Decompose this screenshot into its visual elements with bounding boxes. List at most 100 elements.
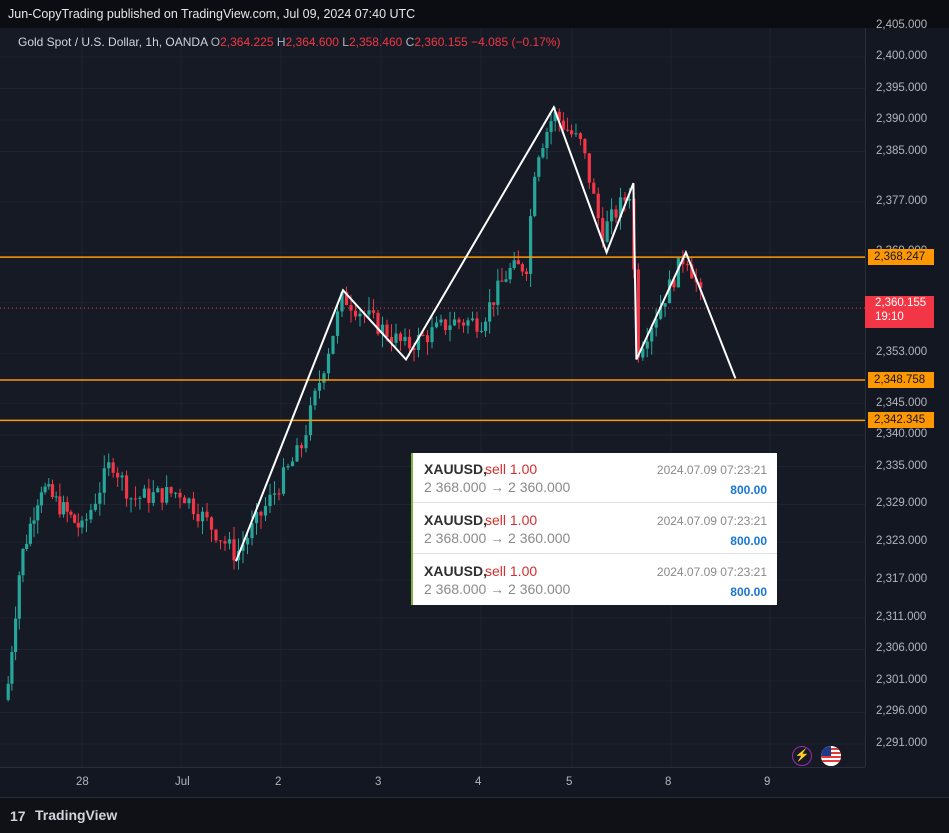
order-datetime: 2024.07.09 07:23:21 xyxy=(656,565,767,579)
order-route: 2 368.000 → 2 360.000 xyxy=(424,530,571,546)
order-row[interactable]: XAUUSD, sell 1.00 2024.07.09 07:23:21 2 … xyxy=(413,504,777,554)
candle-body xyxy=(169,487,173,494)
candle-body xyxy=(69,511,73,515)
candle-body xyxy=(483,321,488,331)
candle-body xyxy=(65,502,69,512)
price-tick-label: 2,317.000 xyxy=(876,573,928,586)
candle-body xyxy=(430,327,434,343)
time-tick-label: 9 xyxy=(764,776,771,788)
candle-body xyxy=(610,209,614,222)
candle-body xyxy=(93,503,97,510)
candle-body xyxy=(407,336,412,349)
candle-body xyxy=(520,264,525,272)
candle-body xyxy=(389,337,394,343)
order-symbol: XAUUSD, xyxy=(424,563,488,579)
lightning-icon[interactable]: ⚡ xyxy=(792,746,812,766)
candle-body xyxy=(191,498,196,515)
publisher-text: Jun-CopyTrading published on TradingView… xyxy=(8,7,416,21)
level-label-3: 2,342.345 xyxy=(868,412,934,429)
candle-body xyxy=(627,198,632,201)
order-side: sell 1.00 xyxy=(485,461,538,477)
candle-body xyxy=(663,303,667,307)
candle-body xyxy=(676,258,681,288)
candle-body xyxy=(335,311,340,336)
time-axis[interactable]: 28 Jul 2 3 4 5 8 9 xyxy=(0,767,865,798)
open-value: 2,364.225 xyxy=(220,35,274,49)
candle-body xyxy=(313,390,317,406)
order-route: 2 368.000 → 2 360.000 xyxy=(424,581,571,597)
candle-body xyxy=(209,517,214,530)
open-label: O xyxy=(210,35,221,49)
candle-body xyxy=(367,310,371,315)
candle-body xyxy=(50,484,55,497)
candle-body xyxy=(98,492,102,504)
change-value: −4.085 (−0.17%) xyxy=(471,35,561,49)
price-tick-label: 2,301.000 xyxy=(876,673,928,686)
candle-body xyxy=(36,505,40,521)
price-tick-label: 2,335.000 xyxy=(876,459,928,472)
candle-body xyxy=(587,153,591,183)
time-tick-label: 8 xyxy=(665,776,672,788)
order-row[interactable]: XAUUSD, sell 1.00 2024.07.09 07:23:21 2 … xyxy=(413,555,777,605)
candle-body xyxy=(76,522,80,528)
candle-body xyxy=(111,462,115,473)
candle-body xyxy=(353,310,358,317)
candle-body xyxy=(187,498,191,504)
candle-body xyxy=(557,111,561,121)
candle-body xyxy=(304,435,308,449)
time-tick-label: 2 xyxy=(275,776,282,788)
candle-body xyxy=(205,511,209,518)
candle-body xyxy=(241,544,245,551)
current-price-badge: 2,360.155 19:10 xyxy=(865,296,934,328)
candle-body xyxy=(107,462,111,469)
candle-body xyxy=(565,129,570,131)
candle-body xyxy=(492,302,496,305)
candle-body xyxy=(250,523,254,538)
footer-bar: 17 TradingView xyxy=(0,797,949,833)
tradingview-logo-icon[interactable]: 17 xyxy=(10,808,26,824)
order-amount: 800.00 xyxy=(730,534,767,548)
candle-body xyxy=(344,292,349,305)
symbol-name[interactable]: Gold Spot / U.S. Dollar, 1h, OANDA xyxy=(18,35,208,49)
candle-body xyxy=(268,494,272,506)
candle-body xyxy=(340,292,344,312)
candle-body xyxy=(214,529,218,541)
candle-body xyxy=(672,279,676,288)
candle-body xyxy=(457,319,461,323)
order-row[interactable]: XAUUSD, sell 1.00 2024.07.09 07:23:21 2 … xyxy=(413,453,777,503)
candle-body xyxy=(6,683,10,700)
order-side: sell 1.00 xyxy=(485,563,538,579)
candle-body xyxy=(645,341,649,349)
candle-body xyxy=(569,130,574,135)
order-side: sell 1.00 xyxy=(485,512,538,528)
price-tick-label: 2,329.000 xyxy=(876,497,928,510)
candle-body xyxy=(129,498,133,500)
candle-body xyxy=(574,133,578,135)
chart-canvas[interactable] xyxy=(0,28,865,767)
candle-body xyxy=(699,282,703,288)
time-tick-label: Jul xyxy=(175,776,190,788)
price-tick-label: 2,405.000 xyxy=(876,18,928,31)
candle-body xyxy=(295,445,299,462)
us-flag-icon[interactable] xyxy=(821,746,841,766)
candle-body xyxy=(416,335,421,351)
candle-body xyxy=(47,484,51,487)
order-amount: 800.00 xyxy=(730,585,767,599)
candle-body xyxy=(443,319,448,330)
candle-body xyxy=(376,312,380,334)
high-value: 2,364.600 xyxy=(285,35,339,49)
order-datetime: 2024.07.09 07:23:21 xyxy=(656,463,767,477)
price-axis[interactable]: 2,291.000 2,296.000 2,301.000 2,306.000 2,31… xyxy=(865,19,949,767)
candle-body xyxy=(182,497,187,504)
time-tick-label: 4 xyxy=(475,776,482,788)
tradingview-brand[interactable]: TradingView xyxy=(35,807,118,823)
chart-plot-area[interactable] xyxy=(0,28,865,767)
candle-body xyxy=(299,445,304,449)
candle-body xyxy=(200,511,205,522)
candle-body xyxy=(421,335,425,337)
candle-body xyxy=(286,466,290,468)
candle-body xyxy=(160,488,164,503)
candle-body xyxy=(259,511,263,516)
candle-body xyxy=(452,319,457,326)
